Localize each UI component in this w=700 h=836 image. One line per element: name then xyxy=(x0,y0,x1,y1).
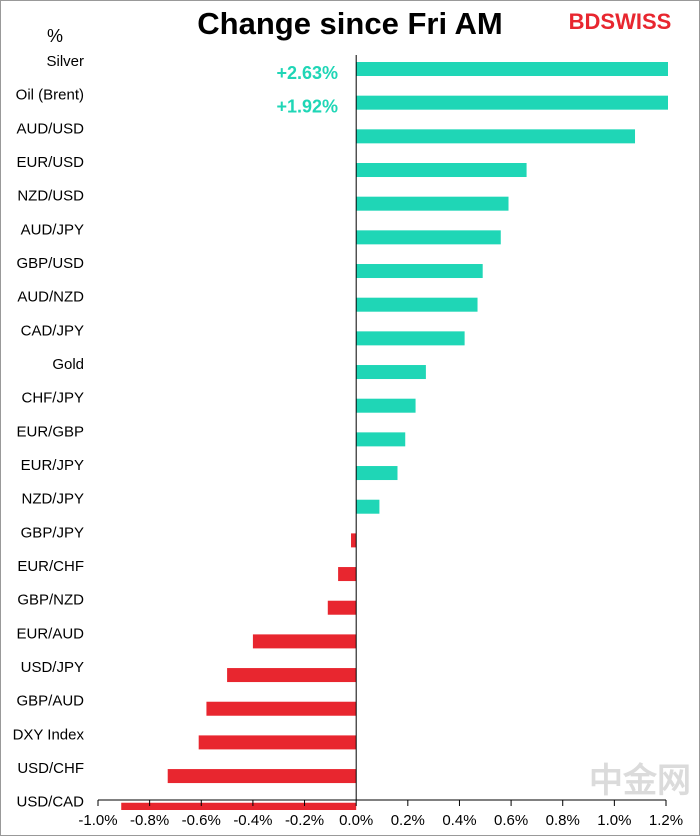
value-label: +1.92% xyxy=(276,96,338,116)
watermark: 中金网 xyxy=(589,761,691,800)
x-tick-label: 0.2% xyxy=(391,812,425,829)
x-tick-label: 1.2% xyxy=(649,812,683,829)
category-label: Silver xyxy=(46,53,84,70)
x-tick-label: -0.8% xyxy=(130,812,169,829)
bar xyxy=(338,567,357,582)
bar xyxy=(327,600,357,615)
bar xyxy=(356,129,636,144)
category-label: EUR/CHF xyxy=(17,558,84,575)
bar xyxy=(356,297,478,312)
x-tick-label: 0.4% xyxy=(442,812,476,829)
category-label: USD/JPY xyxy=(21,659,84,676)
bar xyxy=(356,230,501,245)
category-label: GBP/USD xyxy=(16,255,84,272)
x-tick-label: -0.6% xyxy=(182,812,221,829)
category-label: GBP/AUD xyxy=(16,693,84,710)
category-label: GBP/JPY xyxy=(21,524,84,541)
x-tick-label: -1.0% xyxy=(78,812,117,829)
logo: BDSWISS xyxy=(569,9,672,34)
x-tick-label: -0.4% xyxy=(233,812,272,829)
value-label: +2.63% xyxy=(276,63,338,83)
x-tick-label: 0.6% xyxy=(494,812,528,829)
chart-title: Change since Fri AM xyxy=(197,6,502,41)
bar xyxy=(206,701,357,716)
bar xyxy=(356,432,406,447)
bar xyxy=(356,95,668,110)
category-label: CAD/JPY xyxy=(21,322,84,339)
bar xyxy=(356,62,668,76)
x-tick-label: 0.8% xyxy=(546,812,580,829)
category-label: DXY Index xyxy=(13,726,85,743)
category-label: GBP/NZD xyxy=(17,592,84,609)
bar xyxy=(356,331,465,346)
bar xyxy=(356,499,380,514)
bar xyxy=(356,398,416,413)
x-tick-label: 0.0% xyxy=(339,812,373,829)
bar xyxy=(356,365,426,380)
bar xyxy=(167,769,357,784)
category-label: CHF/JPY xyxy=(21,390,84,407)
y-axis-label: % xyxy=(47,26,63,46)
bar xyxy=(356,466,398,481)
bar xyxy=(356,264,483,279)
category-label: NZD/USD xyxy=(17,188,84,205)
category-label: Oil (Brent) xyxy=(16,87,84,104)
category-label: AUD/JPY xyxy=(21,221,84,238)
bar xyxy=(227,668,357,683)
x-tick-label: -0.2% xyxy=(285,812,324,829)
plot-area xyxy=(121,62,668,810)
bar xyxy=(356,196,509,211)
category-label: AUD/NZD xyxy=(17,289,84,306)
bar xyxy=(252,634,357,649)
category-label: EUR/AUD xyxy=(16,625,84,642)
x-tick-label: 1.0% xyxy=(597,812,631,829)
category-label: EUR/USD xyxy=(16,154,84,171)
bar xyxy=(356,163,527,178)
category-label: EUR/JPY xyxy=(21,457,84,474)
category-label: EUR/GBP xyxy=(16,423,84,440)
bar xyxy=(198,735,357,750)
category-label: AUD/USD xyxy=(16,120,84,137)
category-label: NZD/JPY xyxy=(21,491,84,508)
category-label: Gold xyxy=(52,356,84,373)
category-label: USD/CAD xyxy=(16,794,84,811)
bar xyxy=(351,533,357,548)
bar xyxy=(121,802,357,810)
category-label: USD/CHF xyxy=(17,760,84,777)
